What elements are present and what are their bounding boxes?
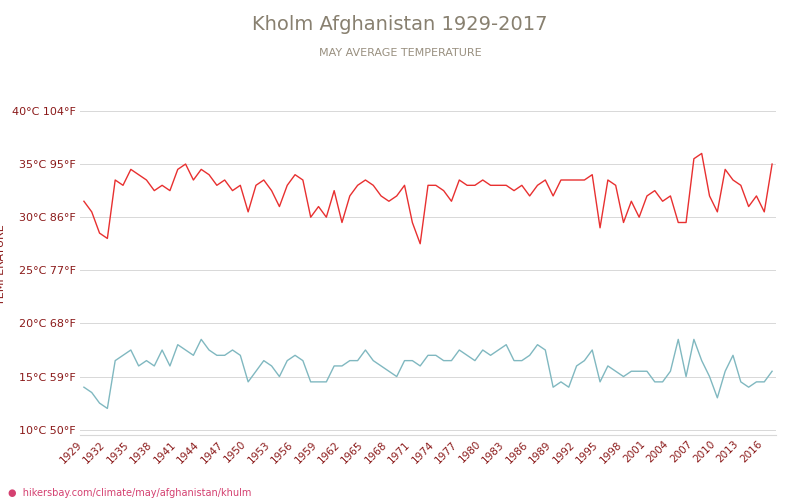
Text: MAY AVERAGE TEMPERATURE: MAY AVERAGE TEMPERATURE	[318, 48, 482, 58]
Text: Kholm Afghanistan 1929-2017: Kholm Afghanistan 1929-2017	[252, 15, 548, 34]
Y-axis label: TEMPERATURE: TEMPERATURE	[0, 224, 6, 306]
Text: ●  hikersbay.com/climate/may/afghanistan/khulm: ● hikersbay.com/climate/may/afghanistan/…	[8, 488, 251, 498]
